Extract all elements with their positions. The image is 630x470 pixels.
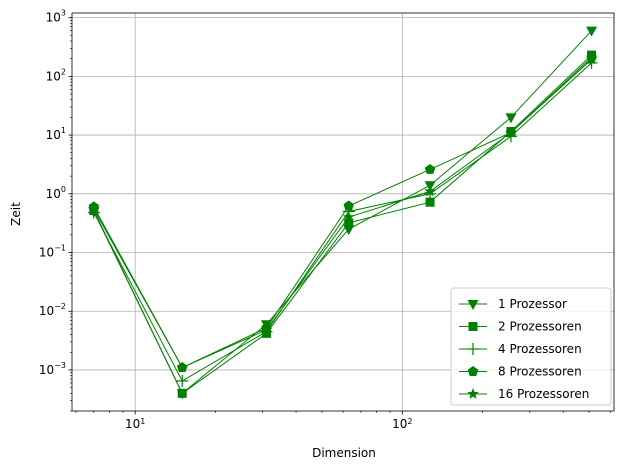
pentagon-marker <box>343 200 354 211</box>
square-marker <box>344 218 354 228</box>
y-tick-exponent: −3 <box>54 361 66 370</box>
plus-marker <box>176 374 189 387</box>
triangle-down-marker <box>586 26 598 37</box>
grid <box>72 13 614 411</box>
y-tick-base: 10 <box>46 11 61 25</box>
legend-item: 2 Prozessoren <box>459 320 582 334</box>
legend-item: 4 Prozessoren <box>459 342 582 356</box>
legend-label: 16 Prozessoren <box>498 387 589 401</box>
y-tick-exponent: 0 <box>61 185 66 194</box>
y-tick-base: 10 <box>46 187 61 201</box>
star-marker <box>260 323 273 335</box>
legend-label: 4 Prozessoren <box>498 342 582 356</box>
square-marker <box>468 322 478 331</box>
square-marker <box>177 388 187 398</box>
y-tick-exponent: −1 <box>54 244 66 253</box>
y-tick-exponent: 2 <box>61 67 66 76</box>
y-tick-label: 101 <box>46 126 66 142</box>
x-tick-exponent: 1 <box>140 417 145 426</box>
star-marker <box>467 388 479 399</box>
pentagon-marker <box>424 163 436 174</box>
legend-label: 8 Prozessoren <box>498 365 582 379</box>
y-axis-label: Zeit <box>9 202 23 226</box>
triangle-down-marker <box>343 225 355 236</box>
star-marker <box>343 211 355 223</box>
x-axis-label: Dimension <box>312 446 376 460</box>
x-tick-exponent: 2 <box>407 417 412 426</box>
y-tick-base: 10 <box>46 128 61 142</box>
star-marker <box>88 203 100 214</box>
legend-item: 1 Prozessor <box>459 297 567 311</box>
y-tick-exponent: 3 <box>61 9 66 18</box>
legend-item: 16 Prozessoren <box>459 387 589 401</box>
y-tick-base: 10 <box>46 69 61 83</box>
y-tick-exponent: −2 <box>54 302 66 311</box>
legend-label: 2 Prozessoren <box>498 320 582 334</box>
y-tick-label: 10−1 <box>39 244 66 260</box>
x-tick-label: 101 <box>125 417 145 432</box>
y-tick-base: 10 <box>39 304 54 318</box>
legend-item: 8 Prozessoren <box>459 365 582 379</box>
legend-box <box>450 287 612 406</box>
series-5 <box>88 53 598 373</box>
plus-marker <box>467 343 479 355</box>
y-tick-base: 10 <box>39 246 54 260</box>
triangle-down-marker <box>505 113 517 124</box>
y-tick-exponent: 1 <box>61 126 66 135</box>
pentagon-marker <box>467 366 479 376</box>
y-tick-label: 10−3 <box>39 361 66 377</box>
square-marker <box>425 197 435 207</box>
x-tick-label: 102 <box>392 417 412 432</box>
y-tick-label: 103 <box>46 9 66 25</box>
star-marker <box>424 185 436 197</box>
star-marker <box>585 53 598 65</box>
legend-label: 1 Prozessor <box>498 297 567 311</box>
star-marker <box>176 361 188 373</box>
y-tick-label: 100 <box>46 185 66 201</box>
y-tick-label: 102 <box>46 67 66 83</box>
series <box>87 26 598 400</box>
y-tick-label: 10−2 <box>39 302 66 318</box>
y-tick-base: 10 <box>39 363 54 377</box>
legend: 1 Prozessor 2 Prozessoren 4 Prozessoren 8 P… <box>450 287 612 406</box>
triangle-down-marker <box>467 300 479 310</box>
star-marker <box>505 126 517 138</box>
